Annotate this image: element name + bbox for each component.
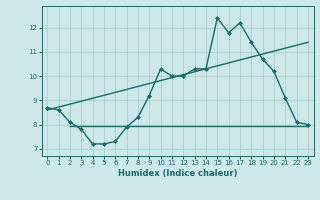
X-axis label: Humidex (Indice chaleur): Humidex (Indice chaleur) [118, 169, 237, 178]
